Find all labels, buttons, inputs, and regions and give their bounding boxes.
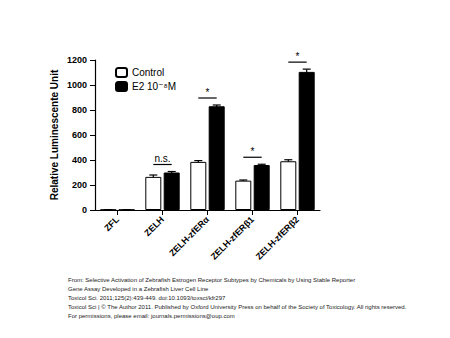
svg-text:ZELH-zfERβ2: ZELH-zfERβ2 [254,214,301,261]
svg-text:For permissions, please email:: For permissions, please email: journals.… [68,313,235,319]
svg-text:n.s.: n.s. [154,153,170,164]
svg-text:0: 0 [82,205,87,215]
svg-text:E2 10⁻⁸M: E2 10⁻⁸M [132,81,176,92]
svg-text:1000: 1000 [67,80,87,90]
svg-text:*: * [206,87,210,98]
svg-text:Gene Assay Developed in a Zebr: Gene Assay Developed in a Zebrafish Live… [68,286,209,292]
svg-text:Toxicol Sci. 2011;125(2):439-4: Toxicol Sci. 2011;125(2):439-449. doi:10… [68,295,226,301]
svg-text:1200: 1200 [67,55,87,65]
svg-text:200: 200 [72,180,87,190]
svg-text:From: Selective Activation of: From: Selective Activation of Zebrafish … [68,277,355,283]
svg-text:800: 800 [72,105,87,115]
svg-text:Toxicol Sci | © The Author 201: Toxicol Sci | © The Author 2011. Publish… [68,304,407,310]
svg-text:ZELH-zfERα: ZELH-zfERα [167,214,211,258]
svg-text:ZELH-zfERβ1: ZELH-zfERβ1 [209,214,256,261]
svg-text:ZELH: ZELH [142,214,166,238]
svg-text:*: * [296,51,300,62]
svg-text:ZFL: ZFL [102,214,121,233]
svg-text:Relative Luminescente Unit: Relative Luminescente Unit [49,69,60,200]
svg-text:400: 400 [72,155,87,165]
svg-text:*: * [251,146,255,157]
svg-text:600: 600 [72,130,87,140]
svg-text:Control: Control [132,67,164,78]
